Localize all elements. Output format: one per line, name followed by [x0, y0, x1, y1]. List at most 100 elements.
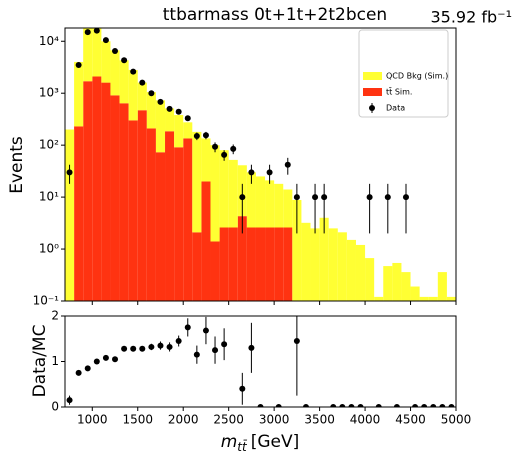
legend: QCD Bkg (Sim.) tt̄ Sim. Data: [358, 29, 449, 118]
ratio-point: [375, 404, 382, 407]
ratio-point: [293, 338, 300, 345]
hist-bar: [355, 244, 366, 301]
data-point: [330, 318, 336, 324]
hist-bar: [92, 28, 102, 77]
hist-bar: [128, 69, 138, 121]
data-point: [339, 318, 345, 324]
hist-bar: [446, 296, 456, 301]
hist-bar: [165, 131, 175, 301]
ratio-point: [157, 342, 164, 349]
luminosity: 35.92 fb⁻¹: [430, 8, 512, 27]
ratio-point: [357, 404, 364, 407]
y-tick-label: 10¹: [39, 190, 59, 204]
hist-bar: [219, 150, 229, 228]
hist-bar: [228, 227, 238, 301]
y-tick-label: 10⁴: [39, 34, 59, 48]
ratio-point: [221, 341, 228, 348]
data-point: [421, 318, 427, 324]
ratio-point: [348, 404, 355, 407]
hist-bar: [74, 61, 84, 127]
hist-bar: [155, 100, 166, 153]
data-point: [384, 194, 391, 201]
ratio-point: [302, 404, 309, 407]
hist-bar: [219, 227, 229, 301]
ratio-point: [184, 324, 191, 331]
hist-bar: [346, 239, 356, 301]
hist-bar: [192, 131, 202, 233]
ratio-point: [193, 351, 200, 358]
hist-bar: [246, 172, 256, 228]
ratio-point: [248, 344, 255, 351]
hist-bar: [392, 262, 402, 301]
data-point: [284, 161, 291, 168]
x-tick-label: 1500: [122, 413, 153, 427]
data-point: [448, 318, 454, 324]
ratio-point: [239, 385, 246, 392]
hist-bar: [410, 286, 420, 301]
hist-bar: [174, 147, 184, 301]
hist-bar: [101, 41, 111, 83]
ratio-point: [430, 404, 437, 407]
data-point: [130, 68, 137, 75]
hist-bar: [146, 92, 156, 129]
ratio-frame: [64, 315, 457, 408]
x-label-var: m: [221, 432, 238, 452]
data-point: [239, 194, 246, 201]
legend-label: tt̄ Sim.: [386, 86, 412, 96]
x-axis-label: mtt̄ [GeV]: [221, 432, 300, 454]
data-point: [394, 318, 400, 324]
hist-bar: [83, 28, 93, 82]
data-point: [412, 318, 418, 324]
hist-bar: [419, 296, 429, 301]
y-tick-label: 10²: [39, 138, 59, 152]
hist-bar: [74, 126, 84, 301]
hist-bar: [401, 272, 411, 301]
data-point: [66, 169, 73, 176]
hist-bar: [110, 50, 120, 96]
hist-bar: [174, 115, 184, 148]
data-point: [348, 318, 354, 324]
data-point: [139, 79, 146, 86]
ratio-point: [257, 404, 264, 407]
ratio-point: [93, 358, 100, 365]
hist-bar: [283, 227, 293, 301]
x-label-unit: [GeV]: [251, 432, 300, 452]
ratio-point: [421, 404, 428, 407]
data-point: [266, 169, 273, 176]
hist-bar: [265, 180, 275, 228]
data-point: [321, 194, 328, 201]
data-point: [193, 133, 200, 140]
data-point: [430, 318, 436, 324]
hist-bar: [237, 216, 247, 301]
data-point: [93, 28, 100, 34]
ratio-point: [439, 404, 446, 407]
ratio-point: [121, 345, 128, 352]
hist-bar: [210, 145, 220, 242]
hist-bar: [183, 138, 193, 301]
data-point: [439, 318, 445, 324]
hist-bar: [228, 159, 238, 228]
hist-bar: [165, 108, 175, 132]
data-point: [376, 318, 382, 324]
data-point: [276, 318, 282, 324]
legend-swatch: [363, 88, 382, 96]
hist-bar: [255, 227, 266, 301]
ratio-point: [393, 404, 400, 407]
data-point: [121, 57, 128, 64]
hist-bar: [101, 82, 111, 301]
data-point: [248, 169, 255, 176]
ratio-point: [275, 404, 282, 407]
ratio-point: [148, 343, 155, 350]
hist-bar: [246, 227, 256, 301]
data-point: [212, 143, 219, 150]
ratio-plot: [66, 316, 455, 407]
chart-title: ttbarmass 0t+1t+2t2bcen: [163, 5, 387, 25]
hist-bar: [292, 199, 302, 301]
ratio-point: [84, 365, 91, 372]
hist-bar: [201, 181, 211, 301]
data-point: [402, 194, 409, 201]
x-tick-label: 2500: [213, 413, 244, 427]
data-point: [166, 105, 173, 112]
hist-bar: [65, 129, 75, 301]
